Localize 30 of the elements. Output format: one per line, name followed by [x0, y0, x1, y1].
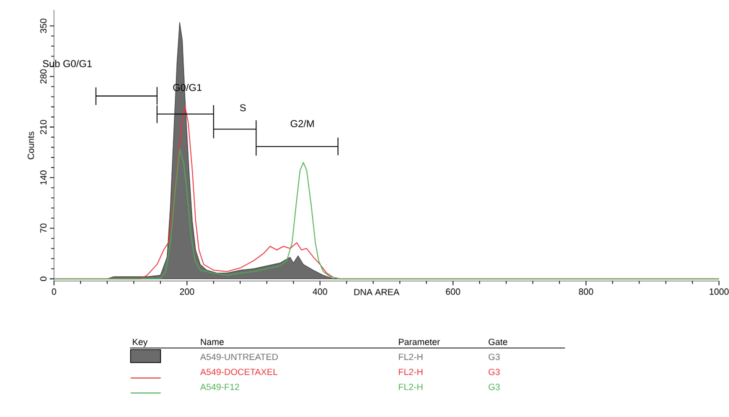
y-tick-label: 0 [40, 276, 47, 281]
text: G3 [488, 354, 500, 360]
x-tick-label: 200 [180, 288, 194, 295]
y-tick-label: 70 [40, 224, 47, 233]
text: FL2-H [398, 368, 422, 375]
annotation: S [240, 104, 246, 112]
y-tick-label: 140 [40, 170, 47, 184]
x-tick-label: 800 [578, 288, 594, 295]
text: Gate [488, 338, 508, 346]
text: Key [132, 338, 148, 347]
x-tick-label: 0 [52, 288, 56, 295]
x-tick-label: 1000 [710, 288, 729, 295]
text: G3 [488, 368, 500, 376]
y-tick-label: 280 [40, 69, 47, 84]
text: Name [200, 338, 224, 346]
y-axis-title: Counts [28, 132, 34, 160]
text: A549-DOCETAXEL [200, 368, 278, 376]
y-tick-label: 350 [40, 18, 47, 34]
text: A549-F12 [200, 384, 240, 390]
y-tick-label: 210 [40, 120, 47, 134]
x-tick-label: 400 [312, 288, 328, 295]
annotation: G2/M [290, 120, 314, 128]
text: A549-UNTREATED [200, 354, 278, 360]
x-tick-label: 600 [446, 288, 460, 295]
text: G3 [488, 384, 500, 390]
annotation: Sub G0/G1 [42, 60, 92, 68]
text: FL2-H [398, 384, 422, 390]
text: FL2-H [398, 354, 422, 360]
text: Parameter [398, 338, 440, 346]
x-axis-title: DNA AREA [354, 288, 400, 296]
